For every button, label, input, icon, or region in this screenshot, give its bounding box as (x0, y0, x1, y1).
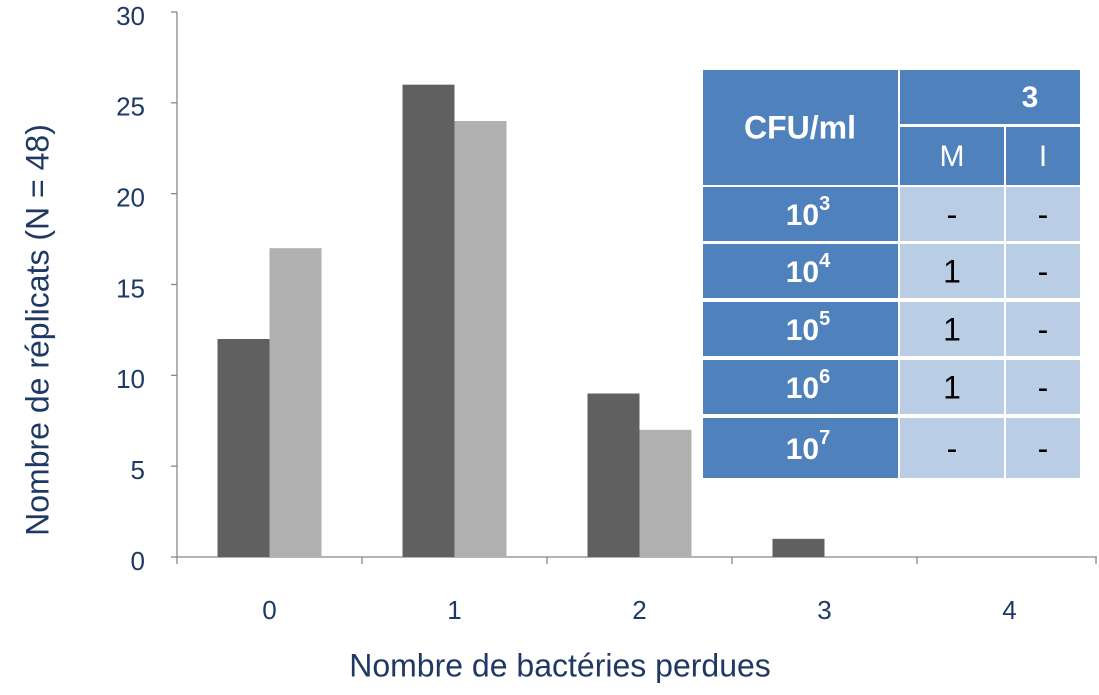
x-axis-label: Nombre de bactéries perdues (349, 647, 771, 683)
cell (1006, 187, 1080, 241)
cell-value: - (1038, 311, 1049, 347)
y-tick-label: 20 (116, 183, 145, 213)
cell-value: - (947, 196, 958, 232)
cell-value: 1 (943, 369, 961, 405)
cell (900, 244, 1004, 298)
header-group: 3 (1022, 81, 1039, 114)
row-label-exponent: 6 (819, 366, 830, 388)
header-cell (900, 127, 1004, 185)
row-label-cell (703, 418, 898, 478)
header-cell (900, 70, 1080, 124)
y-tick-label: 5 (131, 455, 145, 485)
cell-value: - (1038, 430, 1049, 466)
header-sub: I (1039, 140, 1047, 173)
cell (900, 360, 1004, 414)
bar (772, 538, 825, 557)
header-cell (1006, 127, 1080, 185)
row-label-exponent: 7 (819, 427, 830, 449)
cell (1006, 418, 1080, 478)
cell (900, 302, 1004, 356)
cell-value: - (1038, 253, 1049, 289)
bar (587, 393, 640, 557)
row-label-cell (703, 244, 898, 298)
y-tick-label: 30 (116, 1, 145, 31)
y-axis-label: Nombre de réplicats (N = 48) (19, 124, 55, 536)
cell (1006, 360, 1080, 414)
cell (1006, 244, 1080, 298)
header-sub: M (940, 140, 965, 173)
row-label-base: 10 (786, 372, 819, 405)
row-label-exponent: 5 (819, 308, 830, 330)
row-label: 103 (786, 193, 831, 232)
bar (454, 121, 507, 557)
y-tick-label: 25 (116, 92, 145, 122)
row-label: 106 (786, 366, 831, 405)
row-label-exponent: 4 (819, 250, 831, 272)
row-label-exponent: 3 (819, 193, 830, 215)
row-label-base: 10 (786, 314, 819, 347)
bar (269, 248, 322, 557)
cell-value: 1 (943, 311, 961, 347)
cell-value: - (1038, 196, 1049, 232)
x-tick-label: 2 (632, 595, 646, 625)
y-tick-label: 15 (116, 273, 145, 303)
cell-value: - (947, 430, 958, 466)
bar (639, 429, 692, 557)
row-label: 105 (786, 308, 831, 347)
header-label: CFU/ml (744, 109, 856, 145)
x-tick-label: 1 (447, 595, 461, 625)
row-label: 104 (786, 250, 831, 289)
row-label-cell (703, 302, 898, 356)
row-label: 107 (786, 427, 831, 466)
cell (1006, 302, 1080, 356)
bar (217, 339, 270, 557)
cell-value: 1 (943, 253, 961, 289)
bar (402, 84, 455, 558)
row-label-cell (703, 187, 898, 241)
row-label-base: 10 (786, 256, 819, 289)
row-label-base: 10 (786, 199, 819, 232)
x-tick-label: 3 (817, 595, 831, 625)
x-tick-label: 4 (1002, 595, 1016, 625)
x-tick-label: 0 (262, 595, 276, 625)
y-tick-label: 0 (131, 546, 145, 576)
cell (900, 187, 1004, 241)
cell (900, 418, 1004, 478)
cell-value: - (1038, 369, 1049, 405)
row-label-base: 10 (786, 433, 819, 466)
y-tick-label: 10 (116, 364, 145, 394)
row-label-cell (703, 360, 898, 414)
header-cell (703, 70, 898, 185)
